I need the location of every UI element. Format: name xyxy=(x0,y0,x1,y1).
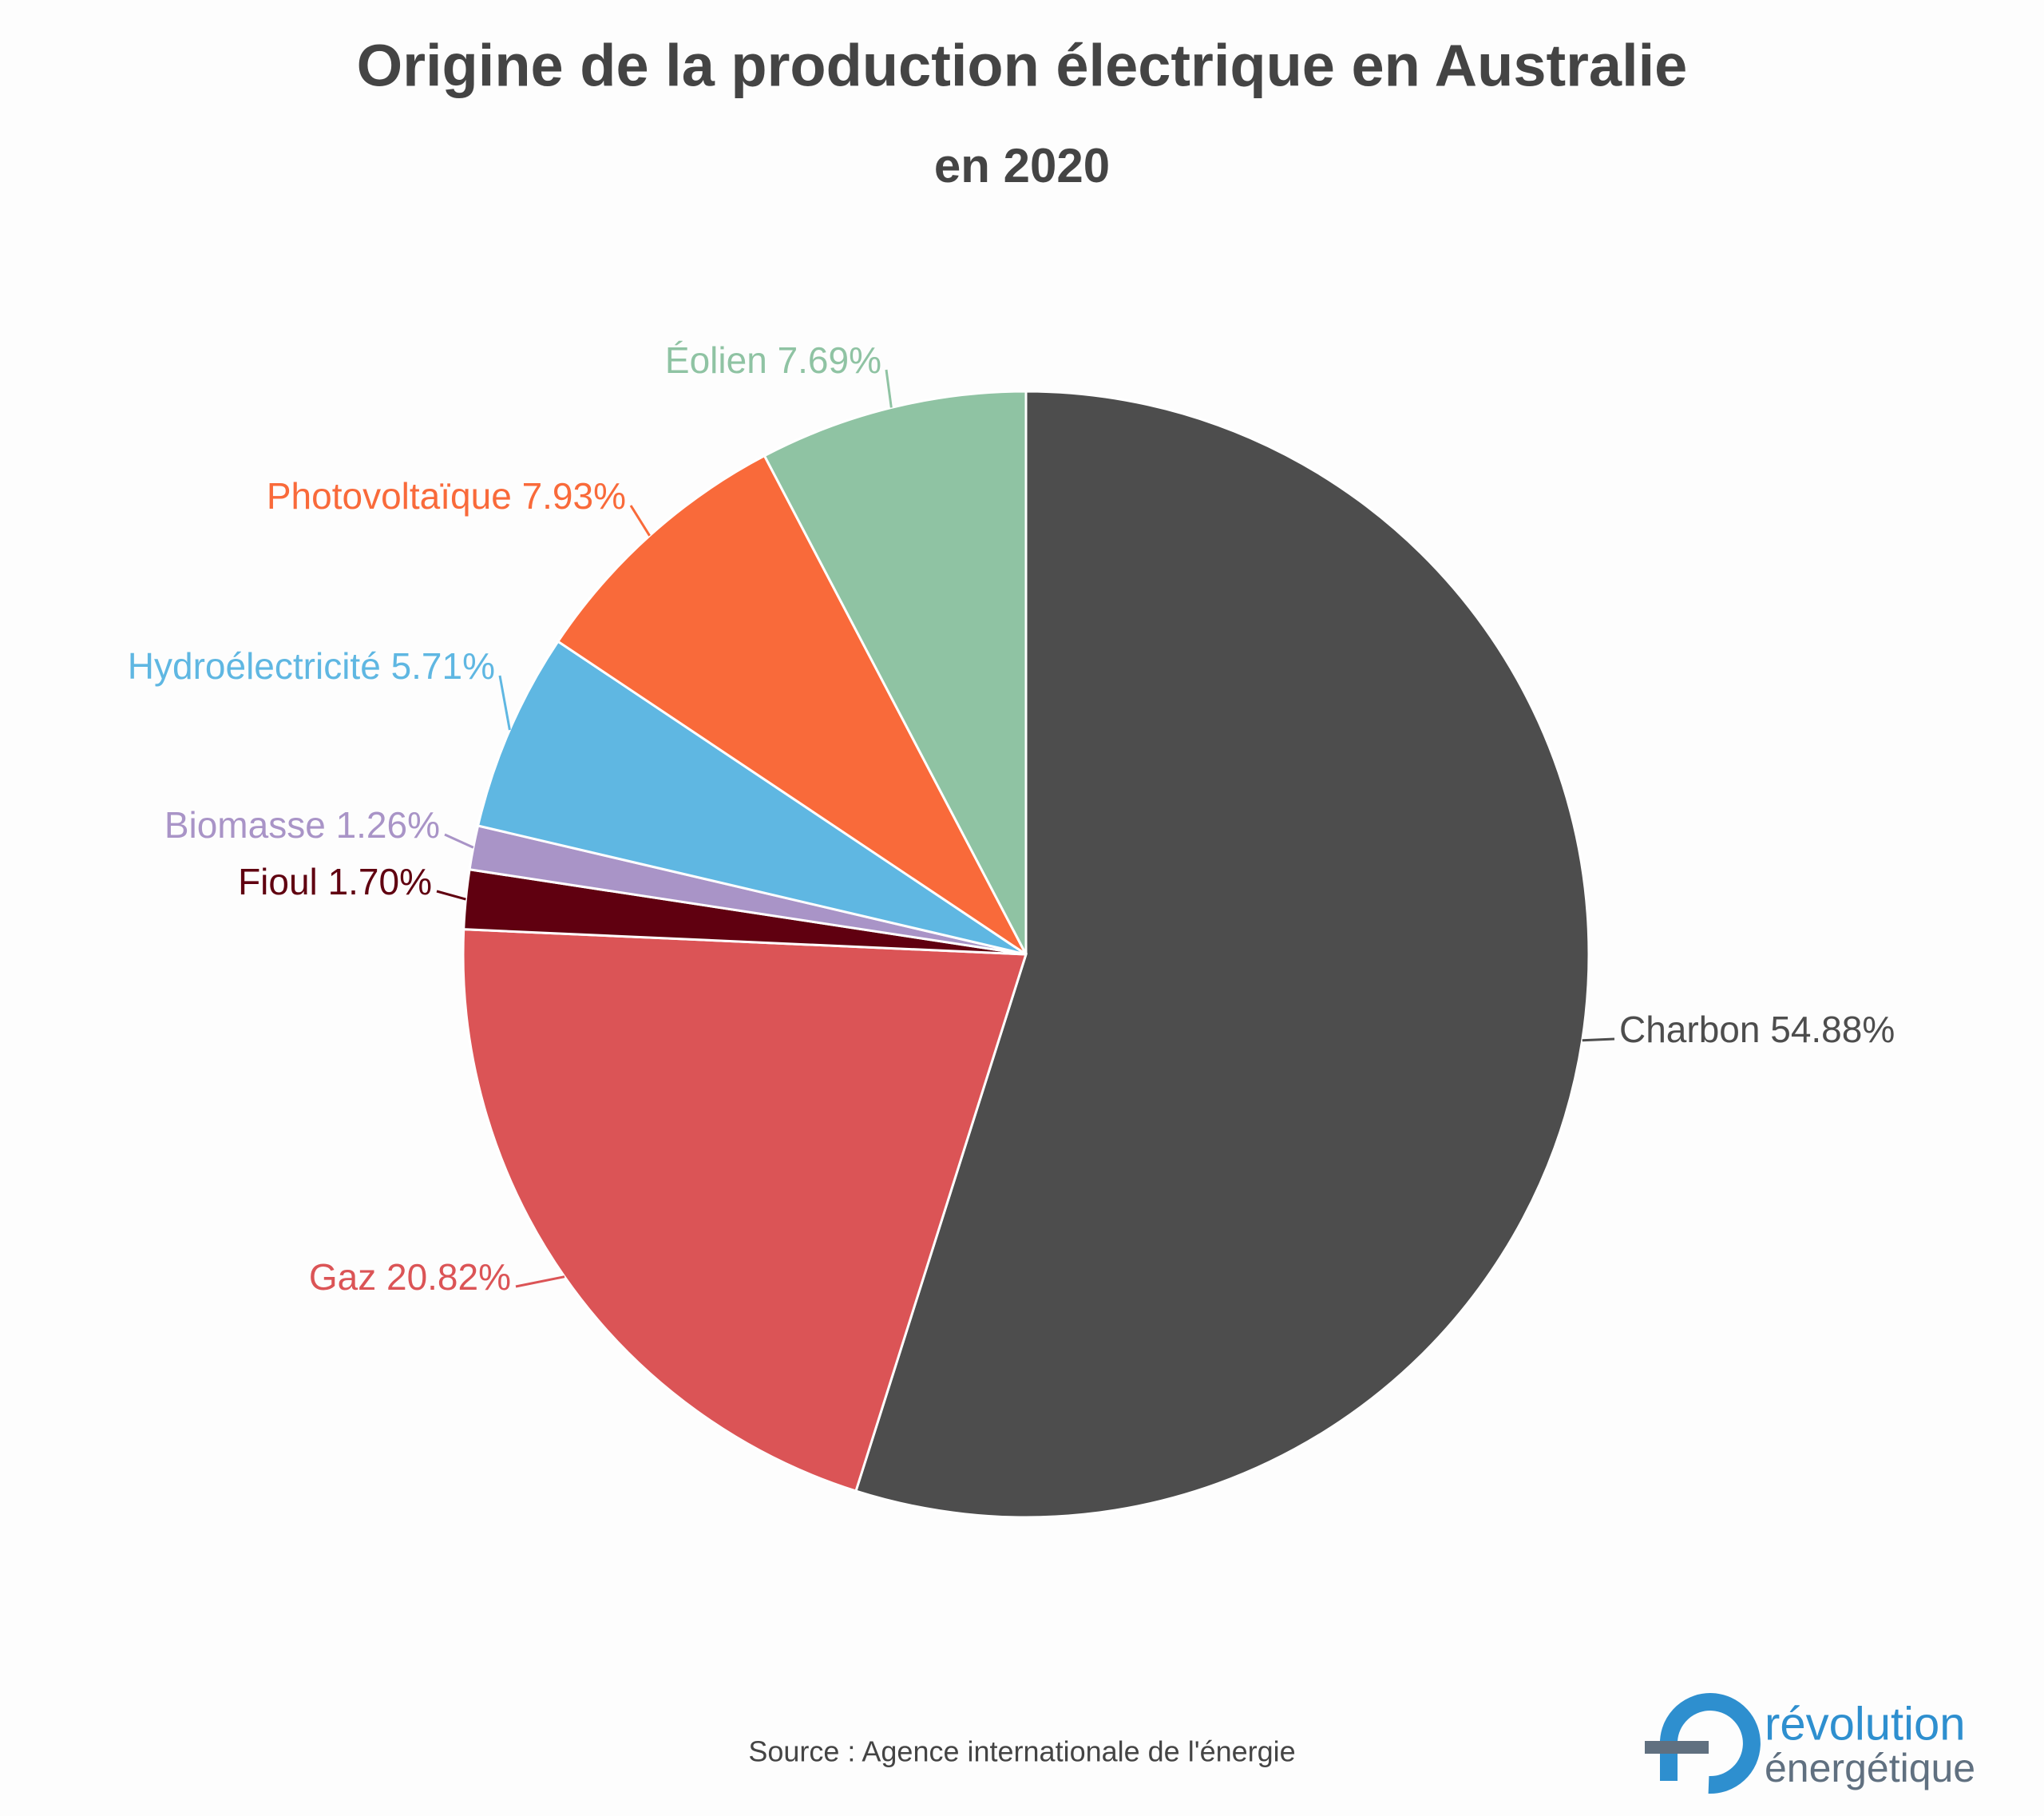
leader-line xyxy=(444,833,474,849)
leader-line xyxy=(498,675,511,731)
label-value: 7.69% xyxy=(778,339,881,381)
logo-text: révolution xyxy=(1765,1698,1965,1750)
source: Source : Agence internationale de l'éner… xyxy=(748,1735,1295,1768)
pie-slice xyxy=(763,390,1028,955)
slice-label: Éolien 7.69% xyxy=(665,339,881,381)
leader-line xyxy=(515,1275,565,1288)
slice-label: Gaz 20.82% xyxy=(309,1256,511,1298)
leader-line xyxy=(1582,1037,1615,1042)
slice-label: Photovoltaïque 7.93% xyxy=(267,475,626,517)
label-category: Fioul xyxy=(238,861,318,902)
label-category: Photovoltaïque xyxy=(267,475,512,517)
label-category: Éolien xyxy=(665,339,767,381)
label-value: 20.82% xyxy=(386,1256,511,1298)
slice-label: Biomasse 1.26% xyxy=(164,804,440,846)
pie-slice xyxy=(556,454,1028,956)
label-category: Hydroélectricité xyxy=(128,645,381,687)
label-category: Charbon xyxy=(1619,1009,1760,1050)
label-value: 1.70% xyxy=(328,861,432,902)
leader-line xyxy=(436,890,466,901)
label-category: Gaz xyxy=(309,1256,376,1298)
leader-line xyxy=(629,505,651,537)
label-value: 54.88% xyxy=(1770,1009,1895,1050)
chart-subtitle: en 2020 xyxy=(934,139,1110,192)
logo: révolution énergétique xyxy=(1645,1693,1975,1794)
label-value: 1.26% xyxy=(336,804,440,846)
label-category: Biomasse xyxy=(164,804,326,846)
logo-text: énergétique xyxy=(1765,1746,1975,1790)
chart-title: Origine de la production électrique en A… xyxy=(357,33,1688,99)
label-value: 7.93% xyxy=(522,475,626,517)
label-value: 5.71% xyxy=(391,645,495,687)
leader-line xyxy=(885,369,893,408)
slice-label: Charbon 54.88% xyxy=(1619,1009,1895,1050)
slice-label: Hydroélectricité 5.71% xyxy=(128,645,495,687)
logo-icon xyxy=(1660,1693,1761,1794)
slice-label: Fioul 1.70% xyxy=(238,861,432,902)
pie-slice xyxy=(461,928,1028,1493)
